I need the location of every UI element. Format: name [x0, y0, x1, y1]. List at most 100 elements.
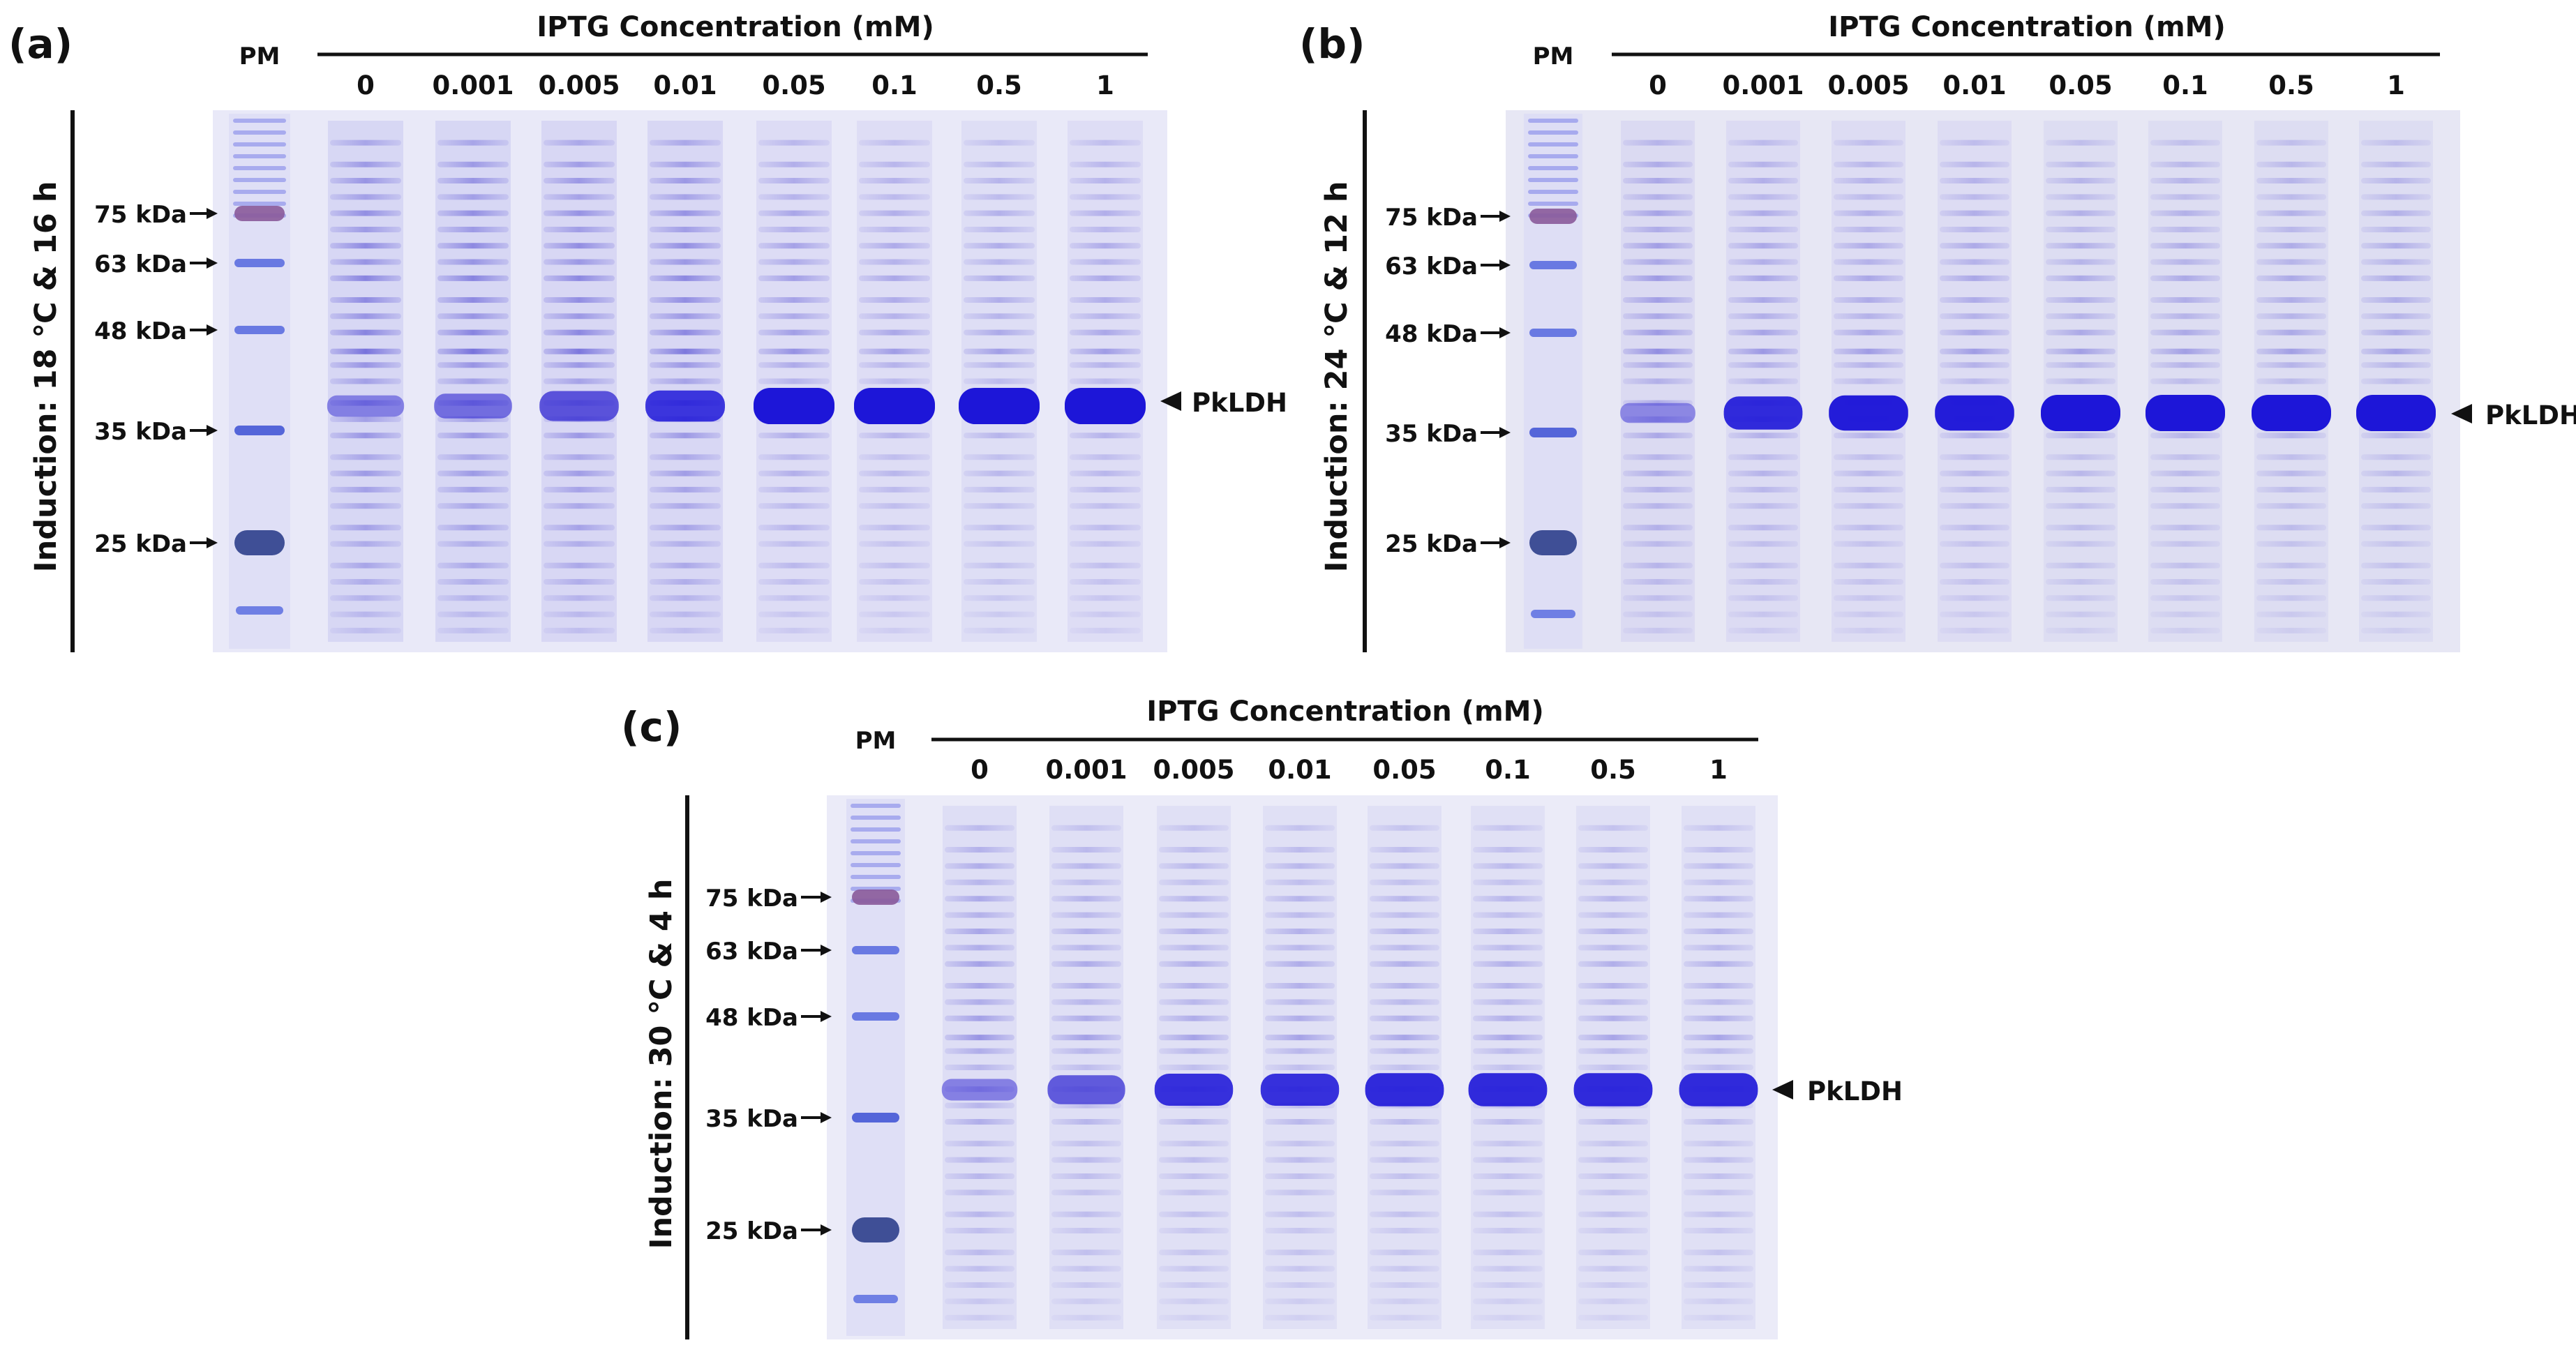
axis-title: IPTG Concentration (mM): [1828, 11, 2225, 43]
protein-band: [1159, 1065, 1229, 1070]
protein-band: [650, 378, 721, 384]
protein-band: [2046, 140, 2116, 146]
lane-label: 0: [1649, 70, 1667, 100]
protein-band: [945, 896, 1014, 902]
protein-band: [2046, 378, 2116, 384]
marker-arrow-icon: [821, 1011, 832, 1022]
protein-band: [1265, 1228, 1335, 1233]
protein-band: [1834, 178, 1903, 184]
protein-band: [544, 194, 615, 200]
marker-labels: 75 kDa 63 kDa 48 kDa 35 kDa 25 kDa: [94, 201, 218, 558]
lane-label: 0.001: [1722, 70, 1804, 100]
protein-band: [1070, 503, 1141, 509]
ladder-band: [233, 190, 286, 194]
protein-band: [1834, 378, 1903, 384]
marker-label: 63 kDa: [94, 250, 187, 278]
protein-band: [1728, 541, 1798, 547]
protein-band: [2046, 611, 2116, 617]
protein-band: [2150, 226, 2220, 232]
protein-band: [859, 296, 930, 303]
protein-band: [437, 562, 509, 569]
protein-band: [650, 226, 721, 232]
protein-band: [964, 525, 1035, 531]
protein-band: [2361, 226, 2431, 232]
protein-band: [1070, 348, 1141, 354]
protein-band: [2361, 525, 2431, 531]
protein-band: [544, 296, 615, 303]
protein-band: [650, 433, 721, 439]
protein-band: [544, 161, 615, 167]
protein-band: [437, 259, 509, 265]
protein-band: [964, 275, 1035, 281]
marker-label: 63 kDa: [1385, 253, 1478, 280]
protein-band: [650, 470, 721, 476]
ladder-label: PM: [1533, 43, 1574, 70]
protein-band: [544, 243, 615, 249]
lanes: [327, 121, 1146, 642]
ladder: [846, 799, 905, 1336]
protein-band: [964, 378, 1035, 384]
protein-band: [2256, 178, 2326, 184]
protein-band: [859, 541, 930, 547]
ladder-band: [233, 130, 286, 135]
protein-band: [2256, 161, 2326, 167]
protein-band: [1834, 296, 1903, 303]
protein-band: [330, 562, 401, 569]
protein-band: [1473, 1065, 1543, 1070]
protein-band: [1070, 595, 1141, 601]
lane-label: 1: [2387, 70, 2405, 100]
protein-band: [1070, 578, 1141, 585]
protein-band: [2361, 329, 2431, 336]
protein-band: [650, 194, 721, 200]
protein-band: [2046, 578, 2116, 585]
protein-band: [2150, 348, 2220, 354]
protein-band: [1370, 1048, 1439, 1054]
protein-band: [330, 611, 401, 617]
marker-label: 63 kDa: [705, 938, 798, 966]
protein-band: [330, 329, 401, 336]
protein-band: [1051, 999, 1121, 1005]
panel-b: (b) PM IPTG Concentration (mM) 0 0.001 0.0…: [1299, 11, 2576, 652]
protein-band: [1578, 961, 1648, 967]
protein-band: [1834, 611, 1903, 617]
protein-band: [945, 983, 1014, 989]
protein-band: [650, 275, 721, 281]
marker-arrow-icon: [207, 257, 218, 269]
protein-band: [859, 562, 930, 569]
protein-band: [1051, 912, 1121, 918]
ladder-band: [851, 816, 901, 820]
lane-label: 0: [971, 755, 989, 785]
protein-band: [1159, 1035, 1229, 1041]
protein-band: [945, 1211, 1014, 1217]
protein-band: [758, 226, 830, 232]
protein-band: [1684, 912, 1753, 918]
protein-band: [1728, 226, 1798, 232]
protein-band: [1578, 847, 1648, 853]
protein-band: [1684, 961, 1753, 967]
protein-band: [1728, 161, 1798, 167]
target-band: [434, 393, 512, 419]
protein-band: [437, 226, 509, 232]
protein-band: [1159, 1314, 1229, 1321]
protein-band: [1051, 896, 1121, 902]
protein-band: [1159, 825, 1229, 831]
protein-band: [1265, 961, 1335, 967]
protein-band: [758, 595, 830, 601]
protein-band: [437, 140, 509, 146]
protein-band: [1728, 275, 1798, 281]
protein-band: [1473, 1157, 1543, 1163]
protein-band: [1370, 1157, 1439, 1163]
protein-band: [1051, 1228, 1121, 1233]
protein-band: [2256, 348, 2326, 354]
protein-band: [1159, 1282, 1229, 1288]
protein-band: [2150, 362, 2220, 368]
ladder-band: [1529, 261, 1577, 269]
protein-band: [2046, 525, 2116, 531]
protein-band: [1473, 847, 1543, 853]
lane-label: 1: [1096, 70, 1114, 100]
protein-band: [758, 541, 830, 547]
target-annotation: PkLDH: [1160, 388, 1287, 418]
ladder-band: [233, 119, 286, 123]
protein-band: [1578, 1314, 1648, 1321]
protein-band: [1684, 1141, 1753, 1147]
